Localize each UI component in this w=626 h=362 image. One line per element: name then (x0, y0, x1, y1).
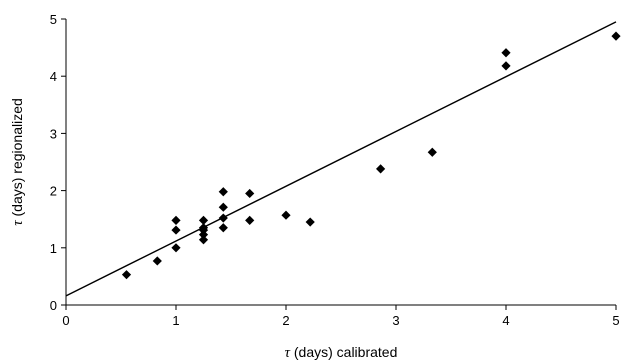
data-point (218, 187, 228, 197)
y-axis-title: τ (days) regionalized (9, 98, 26, 226)
data-point (281, 210, 291, 220)
data-point (427, 147, 437, 157)
data-point (218, 223, 228, 233)
data-point (198, 215, 209, 225)
y-tick-label: 0 (50, 298, 57, 313)
data-point (171, 243, 181, 253)
data-point (501, 61, 511, 71)
data-point (245, 188, 255, 199)
x-axis-title: τ (days) calibrated (285, 344, 398, 361)
data-point (121, 270, 132, 280)
points-layer (121, 31, 621, 280)
x-tick-label: 5 (612, 313, 619, 328)
data-point (198, 235, 209, 245)
data-point (218, 213, 228, 223)
axes (65, 19, 616, 306)
y-tick-label: 2 (50, 184, 57, 199)
y-tick-label: 3 (50, 126, 57, 141)
y-ticks: 0 1 2 3 4 5 (50, 12, 66, 313)
x-ticks: 0 1 2 3 4 5 (62, 305, 620, 328)
x-tick-label: 4 (502, 313, 509, 328)
data-point (152, 256, 162, 266)
data-point (198, 230, 209, 240)
x-axis-title-symbol: τ (285, 345, 291, 361)
x-tick-label: 3 (392, 313, 399, 328)
trendline-layer (65, 21, 617, 297)
data-point (501, 48, 511, 58)
data-point (171, 225, 181, 235)
x-tick-label: 2 (282, 313, 289, 328)
data-point (376, 164, 386, 174)
data-point (245, 215, 255, 225)
y-axis-title-symbol: τ (10, 220, 26, 226)
x-tick-label: 1 (172, 313, 179, 328)
y-tick-label: 5 (50, 12, 57, 27)
data-point (171, 215, 181, 225)
trendline (65, 21, 617, 297)
data-point (305, 217, 315, 227)
x-tick-label: 0 (62, 313, 69, 328)
y-axis-title-text: (days) regionalized (9, 98, 25, 220)
data-point (611, 31, 621, 41)
x-axis-title-text: (days) calibrated (290, 344, 397, 360)
y-tick-label: 1 (50, 241, 57, 256)
data-point (218, 202, 228, 212)
y-tick-label: 4 (50, 69, 57, 84)
